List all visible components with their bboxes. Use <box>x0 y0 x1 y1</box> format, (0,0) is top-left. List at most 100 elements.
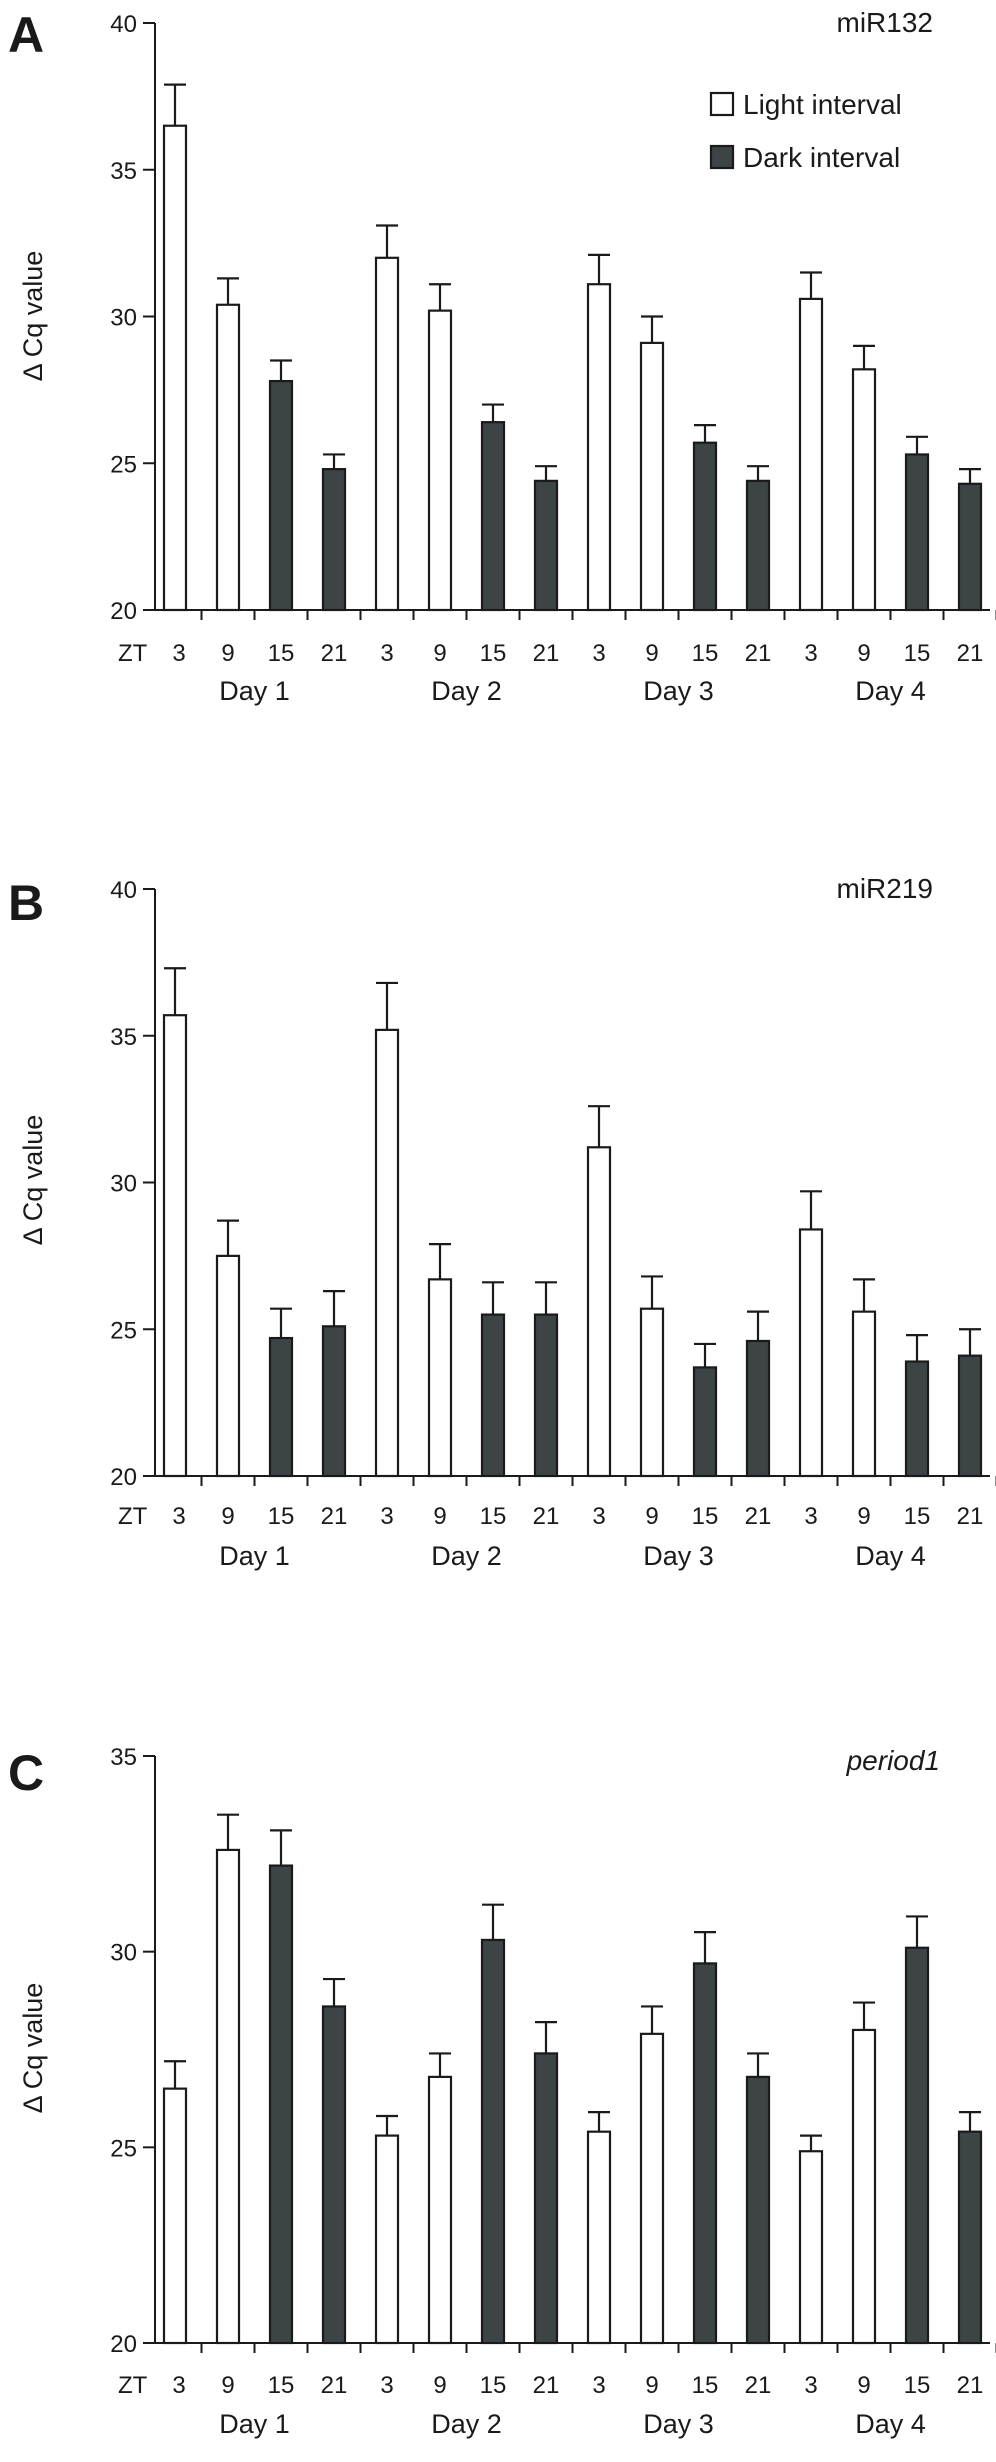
panel-a-bar <box>374 256 400 612</box>
panel-c-bar <box>321 2005 347 2345</box>
panel-c-day-label: Day 1 <box>219 2409 290 2439</box>
legend-dark-label: Dark interval <box>743 142 900 173</box>
panel-a-xtick-label: 15 <box>268 640 295 667</box>
panel-a-bar <box>639 341 665 612</box>
panel-a-day-label: Day 2 <box>431 676 502 706</box>
legend-dark-swatch <box>709 144 735 170</box>
panel-b-bar <box>374 1028 400 1478</box>
panel-c-bar <box>639 2032 665 2345</box>
panel-b-bar <box>162 1014 188 1478</box>
panel-c-zt-label: ZT <box>118 2372 148 2399</box>
panel-a-ylabel: Δ Cq value <box>18 251 48 382</box>
panel-c-xtick-label: 21 <box>957 2372 984 2399</box>
panel-b-zt-label: ZT <box>118 1503 148 1530</box>
panel-a: A miR132 Δ Cq value Light interval Dark … <box>8 7 996 706</box>
panel-b-bar <box>268 1336 294 1478</box>
panel-a-bar <box>798 297 824 612</box>
panel-b-xtick-label: 21 <box>745 1503 772 1530</box>
panel-b-xtick-label: 3 <box>380 1503 393 1530</box>
panel-b-xtick-label: 9 <box>433 1503 446 1530</box>
panel-b-bar <box>904 1360 930 1478</box>
panel-a-xtick-label: 15 <box>692 640 719 667</box>
panel-c-xtick-label: 3 <box>172 2372 185 2399</box>
panel-b-ytick-label: 20 <box>110 1464 137 1491</box>
panel-b-letter: B <box>8 875 44 931</box>
panel-a-ytick-label: 40 <box>110 11 137 38</box>
panel-a-bar <box>851 368 877 612</box>
panel-a-ytick-label: 35 <box>110 158 137 185</box>
legend-light-swatch <box>709 91 735 117</box>
panel-b-bar <box>586 1146 612 1478</box>
panel-c-ytick-label: 35 <box>110 1744 137 1771</box>
panel-a-xtick-label: 15 <box>904 640 931 667</box>
legend-light-label: Light interval <box>743 89 902 120</box>
panel-a-xtick-label: 3 <box>804 640 817 667</box>
panel-b-xtick-label: 15 <box>692 1503 719 1530</box>
panel-c-xtick-label: 21 <box>321 2372 348 2399</box>
panel-b-bar <box>957 1354 983 1478</box>
panel-a-ytick-label: 30 <box>110 305 137 332</box>
panel-b-ytick-label: 35 <box>110 1024 137 1051</box>
panel-b-day-label: Day 1 <box>219 1541 290 1571</box>
panel-b-bar <box>480 1313 506 1478</box>
panel-a-xtick-label: 9 <box>221 640 234 667</box>
panel-b-xtick-label: 3 <box>172 1503 185 1530</box>
panel-a-legend: Light interval Dark interval <box>709 89 902 173</box>
panel-b-xtick-label: 15 <box>268 1503 295 1530</box>
panel-b-xtick-label: 21 <box>533 1503 560 1530</box>
panel-b-title: miR219 <box>837 873 933 904</box>
panel-c-xtick-label: 9 <box>221 2372 234 2399</box>
panel-b-ytick-label: 40 <box>110 877 137 904</box>
panel-a-bar <box>162 124 188 612</box>
panel-b-xtick-label: 9 <box>857 1503 870 1530</box>
panel-b-xtick-label: 3 <box>804 1503 817 1530</box>
panel-c-xtick-label: 21 <box>533 2372 560 2399</box>
panel-a-bar <box>215 303 241 612</box>
panel-b-xtick-label: 3 <box>592 1503 605 1530</box>
panel-b-ylabel: Δ Cq value <box>18 1115 48 1246</box>
panel-a-xtick-label: 21 <box>533 640 560 667</box>
panel-a-day-label: Day 4 <box>855 676 926 706</box>
panel-c-bar <box>374 2134 400 2345</box>
panel-b-xtick-label: 21 <box>321 1503 348 1530</box>
panel-b-day-label: Day 4 <box>855 1541 926 1571</box>
panel-c-day-label: Day 4 <box>855 2409 926 2439</box>
panel-c-bar <box>268 1864 294 2345</box>
panel-b: B miR219 Δ Cq value 20 25 30 35 40 ZT 3 9 15 21 3 9… <box>8 873 996 1571</box>
panel-a-bar <box>268 379 294 612</box>
panel-a-xtick-label: 21 <box>321 640 348 667</box>
panel-c-xtick-label: 3 <box>592 2372 605 2399</box>
panel-b-xtick-label: 15 <box>904 1503 931 1530</box>
panel-c-bar <box>215 1848 241 2345</box>
panel-a-title: miR132 <box>837 7 933 38</box>
panel-b-bar <box>851 1310 877 1478</box>
panel-c-day-label: Day 2 <box>431 2409 502 2439</box>
panel-c-title: period1 <box>846 1745 940 1776</box>
panel-c-bar <box>427 2075 453 2345</box>
panel-c-bar <box>745 2075 771 2345</box>
panel-b-xtick-label: 15 <box>480 1503 507 1530</box>
panel-a-ytick-label: 20 <box>110 598 137 625</box>
panel-c-ytick-label: 25 <box>110 2135 137 2162</box>
panel-c-letter: C <box>8 1745 44 1801</box>
panel-a-bar <box>692 441 718 612</box>
panel-b-bar <box>745 1339 771 1478</box>
panel-a-bar <box>745 479 771 612</box>
panel-b-bar <box>692 1366 718 1478</box>
panel-c-bar <box>692 1962 718 2345</box>
panel-c-xtick-label: 9 <box>857 2372 870 2399</box>
panel-c-bar <box>533 2052 559 2345</box>
panel-a-xtick-label: 9 <box>433 640 446 667</box>
panel-a-xtick-label: 15 <box>480 640 507 667</box>
panel-a-bar <box>904 453 930 612</box>
panel-b-bar <box>321 1325 347 1478</box>
panel-b-xtick-label: 9 <box>645 1503 658 1530</box>
panel-c-bar <box>586 2130 612 2345</box>
panel-a-bar <box>321 468 347 612</box>
panel-c-bar <box>851 2028 877 2345</box>
panel-a-ytick-label: 25 <box>110 451 137 478</box>
panel-c-bar <box>162 2087 188 2345</box>
panel-c-bar <box>480 1938 506 2345</box>
panel-c-ylabel: Δ Cq value <box>18 1983 48 2114</box>
